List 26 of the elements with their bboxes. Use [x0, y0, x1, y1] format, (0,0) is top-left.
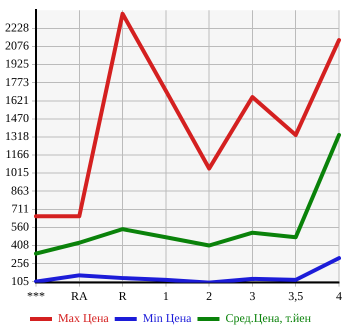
legend-label: Max Цена	[58, 311, 110, 326]
x-tick-label: 2	[206, 288, 212, 303]
x-tick-label: RA	[70, 288, 88, 303]
y-tick-label: 560	[11, 220, 29, 234]
x-tick-label: 3,5	[288, 288, 304, 303]
x-tick-label: 1	[162, 288, 169, 303]
legend-label: Min Цена	[142, 311, 192, 326]
y-tick-label: 1773	[5, 74, 29, 89]
y-tick-label: 2228	[5, 20, 29, 34]
y-tick-label: 2076	[5, 38, 29, 53]
y-tick-label: 1470	[5, 110, 29, 125]
y-tick-label: 1925	[5, 56, 29, 71]
y-tick-label: 1015	[5, 165, 29, 180]
y-tick-label: 863	[11, 183, 29, 198]
y-tick-label: 256	[11, 256, 29, 270]
y-tick-label: 105	[11, 274, 29, 288]
x-tick-label: ***	[27, 288, 45, 303]
y-tick-label: 1166	[5, 147, 29, 162]
x-tick-label: 4	[336, 288, 342, 303]
legend-label: Сред.Цена, т.йен	[225, 311, 312, 326]
x-tick-label: 3	[249, 288, 256, 303]
y-tick-label: 1318	[5, 129, 29, 144]
y-tick-label: 408	[11, 238, 29, 252]
x-tick-label: R	[118, 288, 127, 303]
y-tick-label: 711	[11, 201, 29, 216]
y-tick-label: 1621	[5, 92, 29, 107]
